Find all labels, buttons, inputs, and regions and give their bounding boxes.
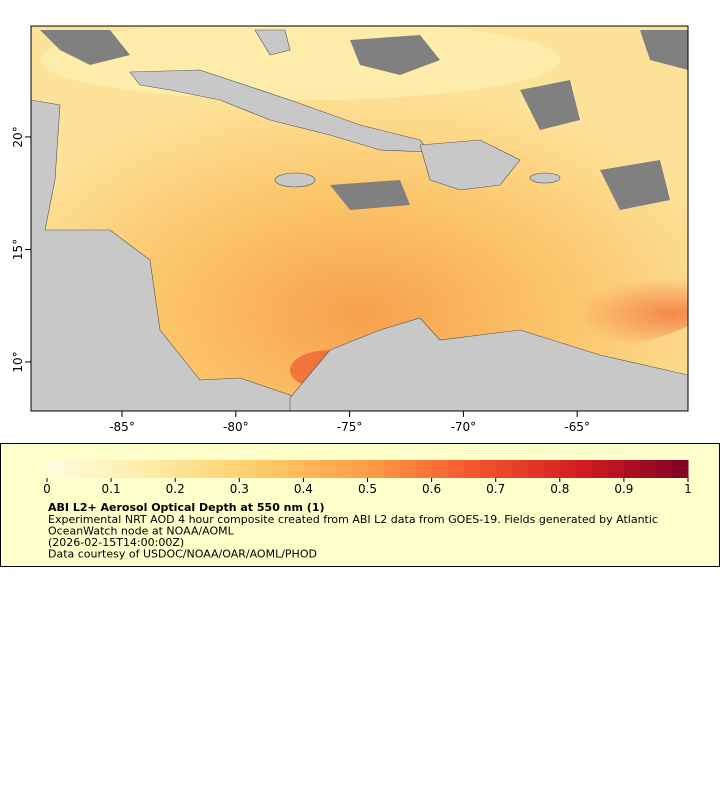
colorbar-segment [287,460,304,478]
x-tick-label: -85° [109,420,135,434]
colorbar-segment [319,460,336,478]
colorbar-segment [95,460,112,478]
map-area [31,26,688,411]
colorbar-tick-label: 0.4 [294,482,313,496]
colorbar-segment [431,460,449,478]
colorbar-segment [63,460,80,478]
colorbar-segment [255,460,272,478]
colorbar-segment [463,460,481,478]
colorbar-segment [447,460,465,478]
legend-line: OceanWatch node at NOAA/AOML [48,525,235,538]
colorbar-segment [383,460,401,478]
legend-title: ABI L2+ Aerosol Optical Depth at 550 nm … [48,501,325,514]
colorbar-tick-label: 0.3 [230,482,249,496]
colorbar-segment [527,460,545,478]
legend-text: Experimental NRT AOD 4 hour composite cr… [48,513,658,561]
legend-line: Experimental NRT AOD 4 hour composite cr… [48,513,658,526]
colorbar-segment [575,460,593,478]
colorbar-segment [79,460,96,478]
x-tick-label: -65° [564,420,590,434]
colorbar-tick-label: 0.8 [550,482,569,496]
colorbar-segment [47,460,64,478]
colorbar-segment [399,460,417,478]
legend-line: (2026-02-15T14:00:00Z) [48,536,184,549]
colorbar-tick-label: 1 [684,482,692,496]
x-tick-label: -70° [451,420,477,434]
colorbar-segment [175,460,192,478]
colorbar-segment [623,460,641,478]
y-tick-label: 15° [11,239,25,260]
colorbar-segment [207,460,224,478]
y-tick-label: 20° [11,126,25,147]
colorbar-segment [223,460,240,478]
colorbar-segment [367,460,385,478]
colorbar-segment [159,460,176,478]
map-frame [30,25,689,412]
colorbar-segment [559,460,577,478]
aod-field [40,26,560,100]
colorbar-segment [143,460,160,478]
x-tick-label: -80° [223,420,249,434]
colorbar-segment [671,460,689,478]
colorbar-tick-label: 0.1 [102,482,121,496]
colorbar-tick-label: 0.6 [422,482,441,496]
x-tick-label: -75° [337,420,363,434]
colorbar-tick-label: 0.9 [614,482,633,496]
colorbar-tick-label: 0.2 [166,482,185,496]
colorbar-segment [495,460,513,478]
colorbar-tick-label: 0.7 [486,482,505,496]
legend-line: Data courtesy of USDOC/NOAA/OAR/AOML/PHO… [48,548,317,561]
colorbar-segment [415,460,433,478]
colorbar-segment [191,460,208,478]
colorbar-segment [335,460,352,478]
colorbar-segment [543,460,561,478]
colorbar-segment [655,460,673,478]
colorbar-segment [111,460,128,478]
y-tick-label: 10° [11,351,25,372]
colorbar-tick-label: 0.5 [358,482,377,496]
colorbar-segment [271,460,288,478]
colorbar-tick-label: 0 [43,482,51,496]
land [31,29,688,411]
colorbar-segment [127,460,144,478]
colorbar-segment [511,460,529,478]
aod-field [400,230,688,350]
colorbar-segment [351,460,368,478]
colorbar-segment [303,460,320,478]
colorbar-segment [639,460,657,478]
colorbar-segment [479,460,497,478]
colorbar-segment [591,460,609,478]
colorbar-segment [607,460,625,478]
colorbar-segment [239,460,256,478]
